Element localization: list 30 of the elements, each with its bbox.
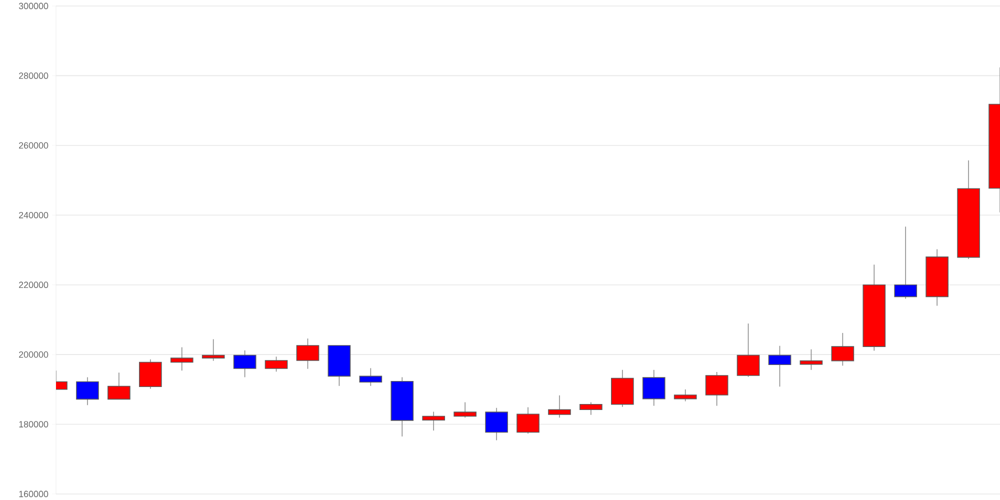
candlestick: [170, 346, 194, 371]
y-tick-label: 220000: [19, 282, 48, 288]
candlestick: [359, 368, 382, 386]
candlestick: [580, 402, 602, 416]
y-tick-label: 260000: [19, 142, 48, 149]
candlestick: [548, 394, 571, 418]
candlestick: [264, 356, 288, 372]
candlestick: [454, 402, 476, 418]
candlestick: [516, 406, 540, 434]
candlestick: [202, 338, 225, 362]
candlestick: [894, 226, 918, 300]
candlestick: [705, 372, 728, 406]
y-tick-label: 160000: [19, 490, 48, 498]
candlestick: [108, 372, 130, 400]
candlestick: [736, 323, 760, 378]
candlestick: [296, 338, 320, 370]
y-tick-label: 300000: [18, 2, 48, 10]
candlestick: [642, 369, 666, 406]
candlestick: [76, 376, 99, 406]
y-tick-label: 180000: [19, 421, 48, 428]
y-tick-label: 200000: [19, 351, 48, 358]
candlestick: [485, 407, 508, 441]
candlestick: [800, 348, 823, 370]
y-tick-label: 280000: [19, 72, 48, 79]
candlestick: [422, 411, 446, 431]
y-tick-label: 240000: [19, 212, 48, 218]
candlestick: [831, 332, 854, 366]
candlestick: [674, 389, 697, 402]
candlestick: [768, 345, 792, 388]
candlestick: [233, 350, 256, 378]
